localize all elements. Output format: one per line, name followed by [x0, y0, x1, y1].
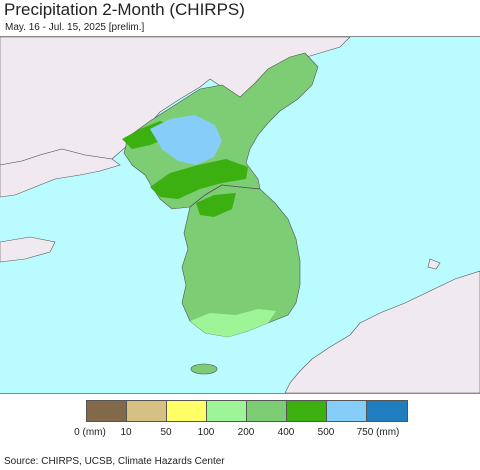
page-title: Precipitation 2-Month (CHIRPS) — [4, 0, 245, 19]
heavy-rain-zone-central — [150, 159, 248, 199]
japan-region — [284, 270, 480, 393]
legend-tick-6: 500 — [317, 427, 335, 438]
legend-swatch-2 — [167, 401, 207, 421]
legend-swatch-6 — [327, 401, 367, 421]
north-korea-region — [123, 52, 319, 210]
japan-island-small — [427, 258, 441, 270]
legend-swatch-7 — [367, 401, 407, 421]
legend-tick-1: 10 — [120, 427, 132, 438]
legend-tick-4: 200 — [237, 427, 255, 438]
page-subtitle: May. 16 - Jul. 15, 2025 [prelim.] — [5, 22, 145, 33]
precipitation-map — [0, 36, 480, 394]
heavy-rain-zone-south — [196, 193, 236, 217]
legend-swatch-0 — [87, 401, 127, 421]
source-credit: Source: CHIRPS, UCSB, Climate Hazards Ce… — [4, 456, 225, 467]
map-canvas — [0, 37, 480, 393]
legend-tick-2: 50 — [160, 427, 172, 438]
legend-tick-3: 100 — [197, 427, 215, 438]
color-legend — [86, 400, 408, 422]
moderate-rain-zone-southeast — [190, 309, 276, 337]
legend-tick-5: 400 — [277, 427, 295, 438]
legend-tick-7: 750 (mm) — [356, 427, 400, 438]
very-heavy-rain-zone — [150, 115, 222, 165]
jeju-island — [190, 363, 218, 375]
legend-swatch-5 — [287, 401, 327, 421]
legend-swatch-4 — [247, 401, 287, 421]
legend-swatch-1 — [127, 401, 167, 421]
shandong-peninsula — [0, 236, 56, 263]
legend-swatch-3 — [207, 401, 247, 421]
korea-border-line — [189, 184, 261, 208]
legend-tick-0: 0 (mm) — [74, 427, 106, 438]
liaodong-peninsula — [0, 148, 121, 198]
